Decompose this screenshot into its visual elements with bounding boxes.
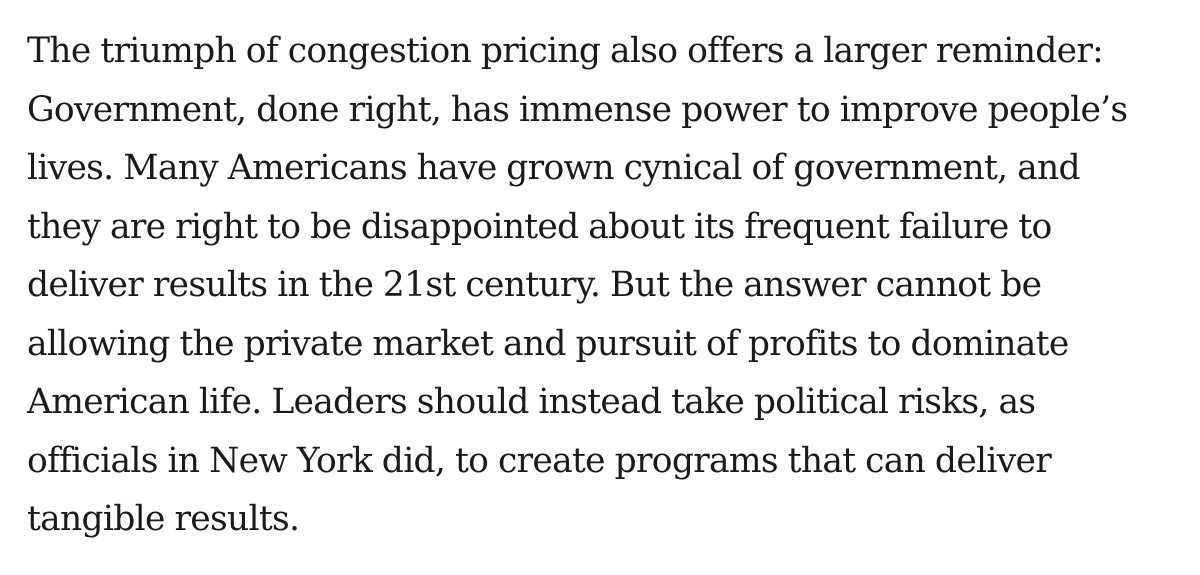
paragraph-line: lives. Many Americans have grown cynical… xyxy=(27,148,1081,188)
article-paragraph: The triumph of congestion pricing also o… xyxy=(27,22,1187,549)
paragraph-line: they are right to be disappointed about … xyxy=(27,206,1052,247)
paragraph-line: American life. Leaders should instead ta… xyxy=(27,382,1036,422)
paragraph-line: officials in New York did, to create pro… xyxy=(27,440,1052,481)
paragraph-line: deliver results in the 21st century. But… xyxy=(27,265,1042,305)
paragraph-line: Government, done right, has immense powe… xyxy=(27,89,1128,130)
paragraph-line: The triumph of congestion pricing also o… xyxy=(27,31,1104,71)
paragraph-line: tangible results. xyxy=(27,499,300,539)
paragraph-line: allowing the private market and pursuit … xyxy=(27,323,1069,364)
